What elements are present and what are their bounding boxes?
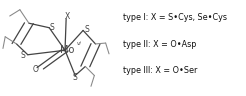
Text: S: S — [49, 23, 54, 32]
Text: S: S — [85, 25, 90, 34]
Text: Mo: Mo — [60, 45, 75, 55]
Text: S: S — [73, 73, 77, 82]
Text: type II: X = O•Asp: type II: X = O•Asp — [123, 40, 196, 49]
Text: X: X — [65, 12, 70, 21]
Text: type I: X = S•Cys, Se•Cys: type I: X = S•Cys, Se•Cys — [123, 13, 227, 22]
Text: vi: vi — [76, 41, 81, 46]
Text: type III: X = O•Ser: type III: X = O•Ser — [123, 66, 197, 75]
Text: S: S — [21, 51, 26, 60]
Text: O: O — [32, 65, 38, 74]
